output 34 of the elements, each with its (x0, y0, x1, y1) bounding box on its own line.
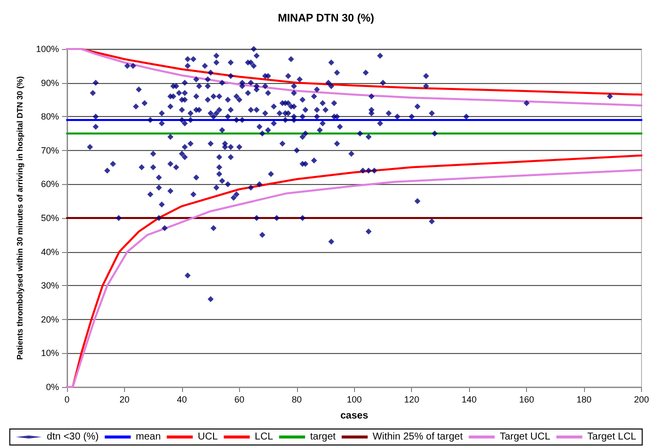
x-axis-title: cases (340, 410, 369, 422)
x-tick-label: 140 (462, 394, 477, 404)
chart-title: MINAP DTN 30 (%) (278, 12, 375, 24)
y-tick-label: 40% (40, 246, 59, 257)
legend-label: UCL (198, 432, 218, 442)
legend-label: Target UCL (500, 432, 551, 442)
x-tick-label: 100 (346, 394, 362, 404)
y-tick-label: 50% (40, 213, 59, 223)
y-tick-label: 30% (40, 280, 59, 291)
x-tick-label: 80 (292, 394, 302, 404)
y-tick-label: 80% (40, 112, 59, 122)
legend-label: Within 25% of target (372, 432, 463, 442)
x-tick-label: 180 (576, 394, 592, 404)
x-tick-label: 60 (234, 394, 244, 404)
line-series (66, 48, 642, 106)
x-tick-label: 40 (176, 394, 187, 404)
x-tick-label: 120 (404, 394, 420, 404)
x-tick-label: 0 (64, 394, 70, 404)
legend-label: dtn <30 (%) (46, 432, 99, 442)
y-tick-label: 70% (40, 145, 59, 156)
legend-label: Target LCL (587, 432, 637, 442)
y-tick-label: 20% (40, 314, 59, 324)
y-tick-label: 100% (36, 44, 59, 54)
legend-label: LCL (254, 432, 274, 442)
x-tick-label: 160 (519, 394, 534, 404)
y-tick-label: 60% (40, 179, 59, 190)
x-tick-label: 200 (634, 394, 650, 404)
x-tick-label: 20 (119, 394, 130, 404)
y-tick-label: 90% (40, 78, 59, 88)
y-tick-label: 10% (40, 348, 59, 358)
y-axis-title: Patients thrombolysed within 30 minutes of arriving in hospital DTN 30 (%) (16, 76, 25, 360)
y-tick-label: 0% (46, 382, 59, 392)
legend-label: mean (136, 432, 161, 442)
legend-label: target (310, 432, 336, 442)
